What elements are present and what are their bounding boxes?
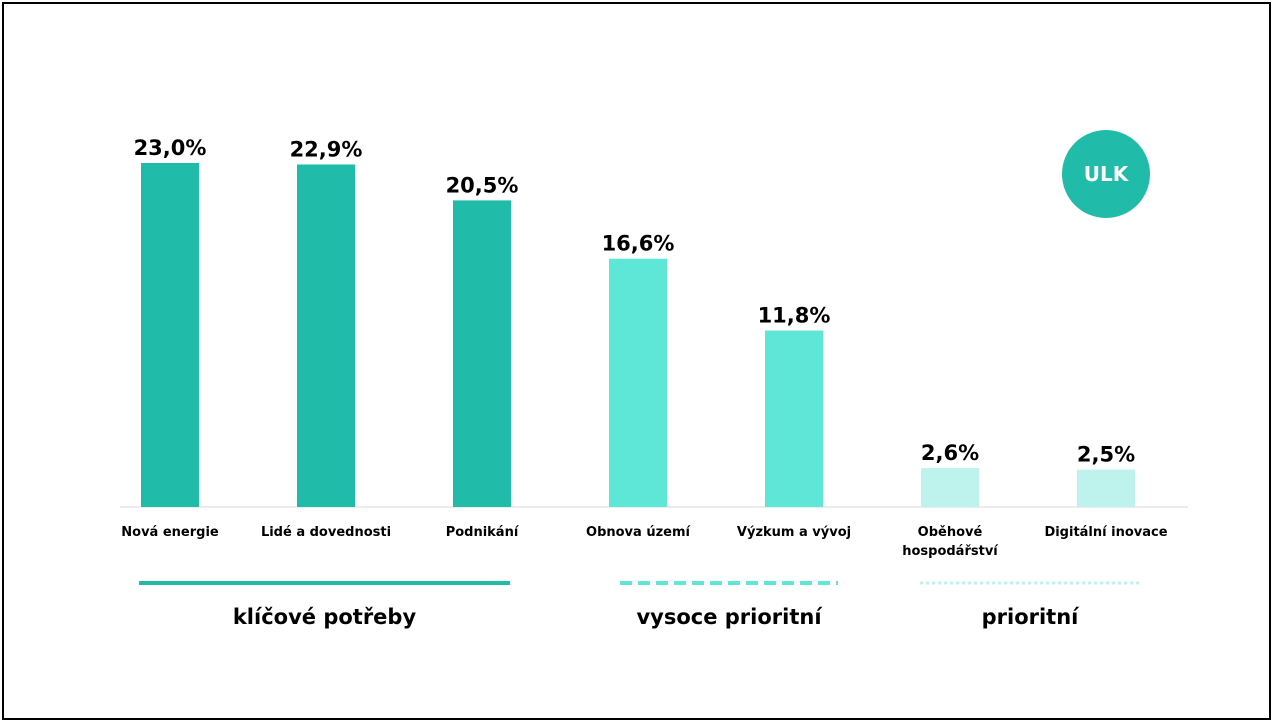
x-tick-label: Oběhové hospodářství: [902, 525, 999, 559]
data-label: 2,5%: [1077, 443, 1135, 467]
x-tick-label: Obnova území: [586, 525, 691, 540]
x-tick-label: Podnikání: [446, 525, 520, 540]
data-label: 2,6%: [921, 441, 979, 465]
x-tick-label: Lidé a dovednosti: [261, 525, 391, 540]
bar: [141, 163, 199, 507]
data-label: 11,8%: [758, 304, 831, 328]
bar: [453, 200, 511, 508]
group-label: klíčové potřeby: [233, 605, 417, 629]
data-label: 20,5%: [446, 173, 519, 197]
region-badge: ULK: [1062, 130, 1150, 218]
x-tick-label: Digitální inovace: [1044, 525, 1167, 540]
data-label: 16,6%: [602, 232, 675, 256]
bar: [297, 164, 355, 507]
bar: [765, 330, 823, 507]
badge-label: ULK: [1084, 162, 1130, 186]
x-tick-label: Výzkum a vývoj: [737, 525, 851, 540]
badge-circle: [1062, 130, 1150, 218]
bar: [921, 468, 979, 507]
group-label: prioritní: [982, 605, 1081, 629]
data-label: 23,0%: [134, 136, 207, 160]
data-label: 22,9%: [290, 137, 363, 161]
bar: [609, 258, 667, 507]
bar: [1077, 469, 1135, 507]
x-tick-label: Nová energie: [121, 525, 219, 540]
group-label: vysoce prioritní: [636, 605, 823, 629]
